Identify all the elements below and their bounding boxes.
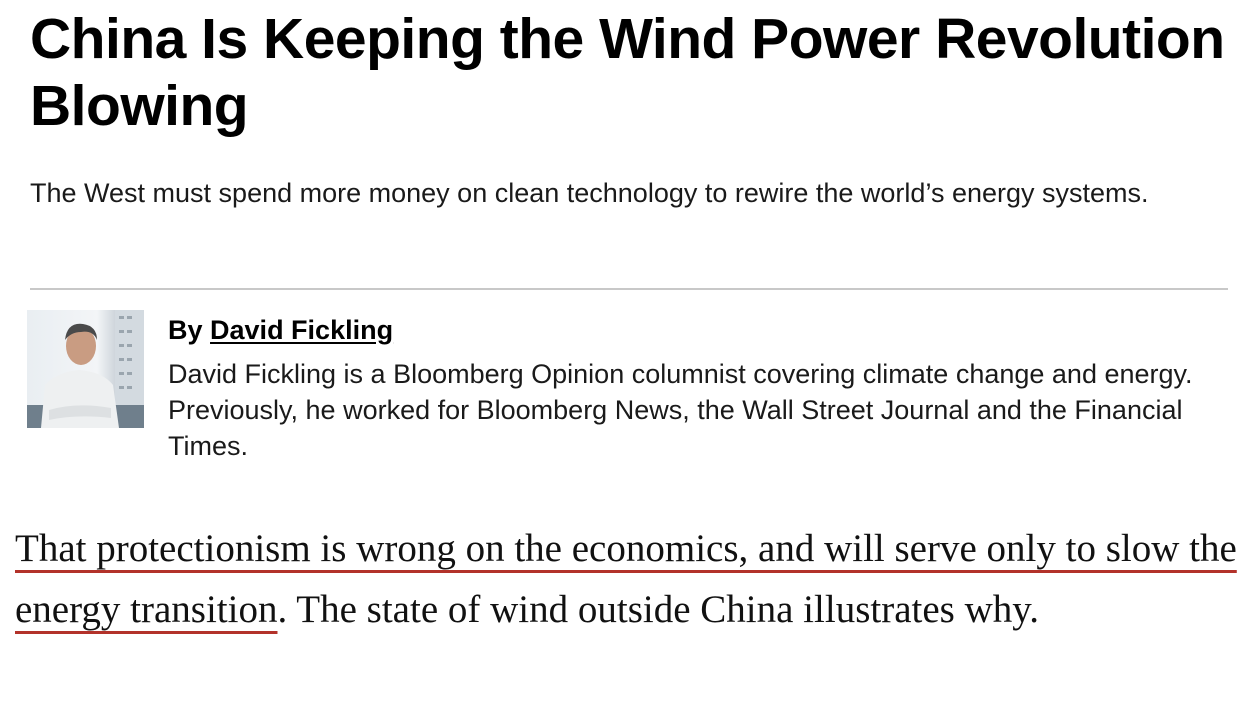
article-subtitle: The West must spend more money on clean … <box>30 178 1149 208</box>
author-link[interactable]: David Fickling <box>210 315 394 345</box>
article-title: China Is Keeping the Wind Power Revoluti… <box>30 7 1225 138</box>
author-photo <box>27 310 144 428</box>
byline: By David Fickling <box>168 312 393 348</box>
highlighted-sentence: That protectionism is wrong on the econo… <box>15 527 1237 631</box>
paragraph-rest: . The state of wind outside China illust… <box>277 588 1039 631</box>
divider <box>30 288 1228 290</box>
byline-prefix: By <box>168 315 203 345</box>
author-bio: David Fickling is a Bloomberg Opinion co… <box>168 359 1193 461</box>
article-paragraph: That protectionism is wrong on the econo… <box>15 518 1245 640</box>
